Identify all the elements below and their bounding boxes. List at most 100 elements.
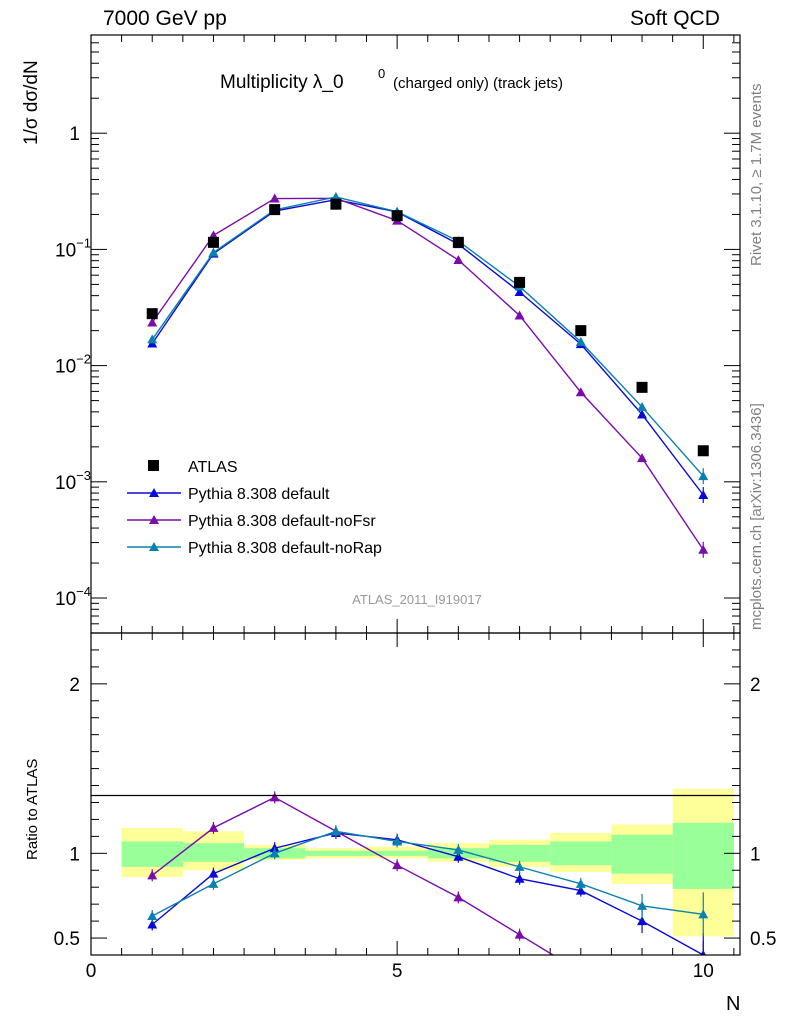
atlas-data-point: [697, 445, 709, 457]
y-tick-label: 1: [69, 124, 80, 145]
series-point: [147, 334, 158, 344]
analysis-watermark: ATLAS_2011_I919017: [352, 592, 482, 607]
atlas-data-point: [269, 204, 281, 216]
legend-marker: [149, 542, 159, 551]
atlas-data-point: [514, 276, 526, 288]
series-point: [698, 471, 709, 481]
title-subtitle: (charged only) (track jets): [393, 75, 563, 92]
chart-title: Multiplicity λ_0 0 (charged only) (track…: [220, 66, 563, 93]
inner-band-segment: [182, 843, 245, 862]
inner-band-segment: [121, 841, 183, 867]
y-tick-labels: 1 10−1 10−2 10−3 10−4 2 2 1 1 0.5 0.5: [54, 124, 777, 950]
series-layer: [146, 191, 709, 1003]
series-main-3: [147, 191, 709, 485]
ratio-tick-label-left: 0.5: [54, 929, 80, 950]
ratio-point: [514, 929, 525, 939]
ratio-point: [453, 892, 464, 902]
ratio-plot-frame: [90, 632, 741, 956]
atlas-data-point: [636, 381, 648, 393]
y-tick-label: 10−2: [55, 352, 91, 378]
ratio-point: [575, 885, 586, 895]
series-point: [575, 387, 586, 397]
inner-band-segment: [305, 850, 367, 856]
atlas-data-point: [330, 198, 342, 210]
inner-band-segment: [672, 822, 734, 889]
atlas-data-point: [575, 325, 587, 337]
header-right-label: Soft QCD: [630, 7, 720, 30]
ratio-point: [330, 826, 341, 836]
ratio-point: [392, 836, 403, 846]
legend: ATLAS Pythia 8.308 default Pythia 8.308 de…: [127, 459, 382, 557]
ratio-line: [151, 796, 555, 955]
ratio-point: [269, 792, 280, 802]
ratio-line: [151, 832, 704, 955]
ratio-point: [698, 994, 708, 1003]
series-point: [698, 544, 709, 554]
ratio-tick-label-left: 2: [69, 675, 80, 696]
ratio-point: [637, 916, 648, 926]
ratio-point: [453, 851, 464, 861]
ratio-point: [575, 878, 586, 888]
legend-label: ATLAS: [188, 459, 238, 476]
series-point: [453, 255, 464, 265]
legend-marker: [149, 488, 159, 497]
series-point: [637, 453, 648, 463]
ratio-point: [147, 911, 158, 921]
series-point: [514, 310, 525, 320]
x-tick-label: 10: [693, 961, 714, 982]
ratio-point: [698, 909, 709, 919]
ratio-line: [151, 830, 704, 917]
ratio-point: [514, 861, 525, 871]
series-point: [269, 193, 280, 203]
ratio-tick-label-right: 0.5: [750, 929, 776, 950]
inner-band-segment: [611, 834, 673, 874]
atlas-data: [146, 198, 709, 457]
legend-label: Pythia 8.308 default: [188, 486, 330, 503]
series-point: [637, 402, 648, 412]
legend-marker: [149, 515, 159, 524]
ratio-point: [637, 977, 647, 986]
series-main-2: [147, 193, 709, 558]
series-point: [208, 247, 219, 257]
inner-band-segment: [488, 844, 551, 862]
x-axis-label: N: [726, 993, 740, 1015]
ratio-axis-label: Ratio to ATLAS: [24, 759, 41, 860]
header-left-label: 7000 GeV pp: [103, 7, 227, 30]
x-tick-label: 0: [86, 961, 97, 982]
y-tick-label: 10−3: [55, 468, 91, 494]
series-point: [698, 490, 709, 500]
series-point: [147, 317, 158, 327]
ratio-point: [392, 860, 403, 870]
series-line: [151, 196, 704, 477]
ratio-point: [208, 868, 219, 878]
ratio-point: [208, 822, 219, 832]
ratio-point: [576, 967, 586, 976]
atlas-data-point: [391, 210, 403, 222]
series-line: [151, 197, 704, 551]
ratio-point: [453, 844, 464, 854]
ratio-tick-label-right: 1: [750, 844, 761, 865]
inner-band-segment: [550, 841, 612, 866]
series-point: [637, 409, 648, 419]
title-superscript: 0: [378, 66, 385, 81]
atlas-data-point: [207, 236, 219, 248]
legend-marker: [148, 460, 159, 471]
y-tick-label: 10−4: [55, 584, 91, 610]
ratio-tick-label-right: 2: [750, 675, 761, 696]
ratio-tick-label-left: 1: [69, 844, 80, 865]
y-tick-label: 10−1: [55, 235, 91, 261]
series-line: [151, 198, 704, 496]
ratio-point: [514, 873, 525, 883]
series-ratio-3: [147, 825, 709, 937]
legend-label: Pythia 8.308 default-noRap: [188, 540, 382, 557]
ratio-point: [147, 919, 158, 929]
x-tick-labels: 0 5 10: [86, 961, 714, 982]
series-point: [330, 191, 341, 201]
series-ratio-1: [147, 826, 707, 955]
legend-label: Pythia 8.308 default-noFsr: [188, 513, 376, 530]
series-point: [575, 336, 586, 346]
inner-band-segment: [366, 850, 428, 856]
ratio-point: [637, 900, 648, 910]
x-tick-label: 5: [392, 961, 403, 982]
